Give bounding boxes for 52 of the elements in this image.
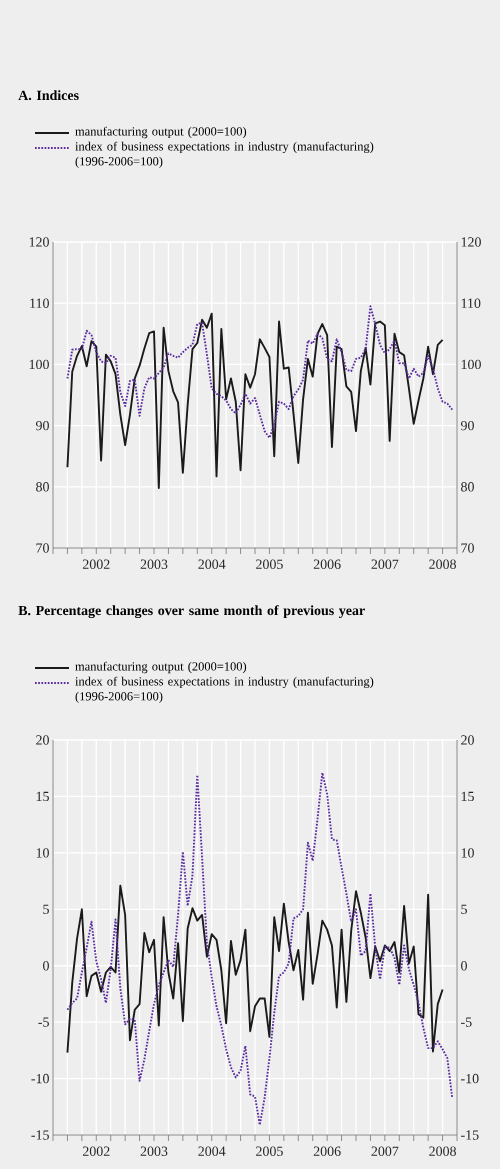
y2-tick-label: 80 [461, 482, 474, 492]
y-tick-label: -15 [31, 1130, 49, 1140]
line-series [66, 884, 444, 1054]
y-tick-label: 15 [36, 791, 49, 802]
legend-label: manufacturing output (2000=100) [75, 661, 247, 674]
x-tick-label: 2004 [198, 559, 226, 569]
x-tick-label: 2007 [371, 1146, 399, 1156]
y-tick-label: 100 [29, 359, 49, 370]
y2-tick-label: 110 [461, 298, 481, 308]
line-series [66, 312, 444, 489]
x-tick-label: 2003 [140, 559, 168, 569]
y2-tick-label: -15 [461, 1130, 479, 1140]
line-series [66, 305, 454, 439]
y-tick-label: 120 [29, 237, 49, 247]
y2-tick-label: 10 [461, 848, 474, 858]
y2-tick-label: 15 [461, 791, 474, 802]
y-tick-label: 90 [35, 420, 49, 431]
y2-tick-label: 90 [460, 420, 474, 431]
y2-tick-label: 120 [461, 237, 481, 247]
y-tick-label: -10 [31, 1073, 49, 1084]
chart-title: A. Indices [18, 90, 79, 101]
y-tick-label: 70 [36, 543, 49, 553]
x-tick-label: 2008 [429, 1146, 456, 1156]
y-tick-label: 80 [36, 482, 49, 492]
y2-tick-label: 20 [461, 735, 474, 745]
y2-tick-label: -5 [461, 1017, 472, 1027]
legend-label: index of business expectations in industry (manufacturing) (1996-2006=100) [75, 676, 374, 704]
x-tick-label: 2004 [198, 1146, 226, 1156]
y-tick-label: 10 [36, 848, 49, 858]
y-tick-label: 20 [36, 735, 49, 745]
y2-tick-label: 70 [461, 543, 474, 553]
y-tick-label: 5 [43, 904, 49, 914]
y2-tick-label: 100 [461, 359, 481, 370]
x-tick-label: 2002 [82, 559, 110, 569]
x-tick-label: 2006 [313, 1146, 341, 1156]
legend-label: manufacturing output (2000=100) [75, 126, 247, 139]
x-tick-label: 2002 [82, 1146, 110, 1156]
line-series [66, 771, 454, 1126]
y2-tick-label: 0 [461, 961, 467, 971]
y2-tick-label: 5 [461, 904, 467, 914]
y-tick-label: 110 [30, 298, 49, 308]
x-tick-label: 2006 [313, 559, 341, 569]
legend-label: index of business expectations in industry (manufacturing) (1996-2006=100) [75, 141, 374, 169]
x-tick-label: 2007 [371, 559, 399, 569]
y-tick-label: 0 [43, 961, 49, 971]
x-tick-label: 2003 [140, 1146, 168, 1156]
y-tick-label: -5 [38, 1017, 49, 1027]
y2-tick-label: -10 [461, 1073, 479, 1084]
x-tick-label: 2005 [256, 559, 283, 569]
x-tick-label: 2008 [429, 559, 456, 569]
chart-title: B. Percentage changes over same month of previous year [18, 605, 365, 619]
x-tick-label: 2005 [256, 1146, 283, 1156]
